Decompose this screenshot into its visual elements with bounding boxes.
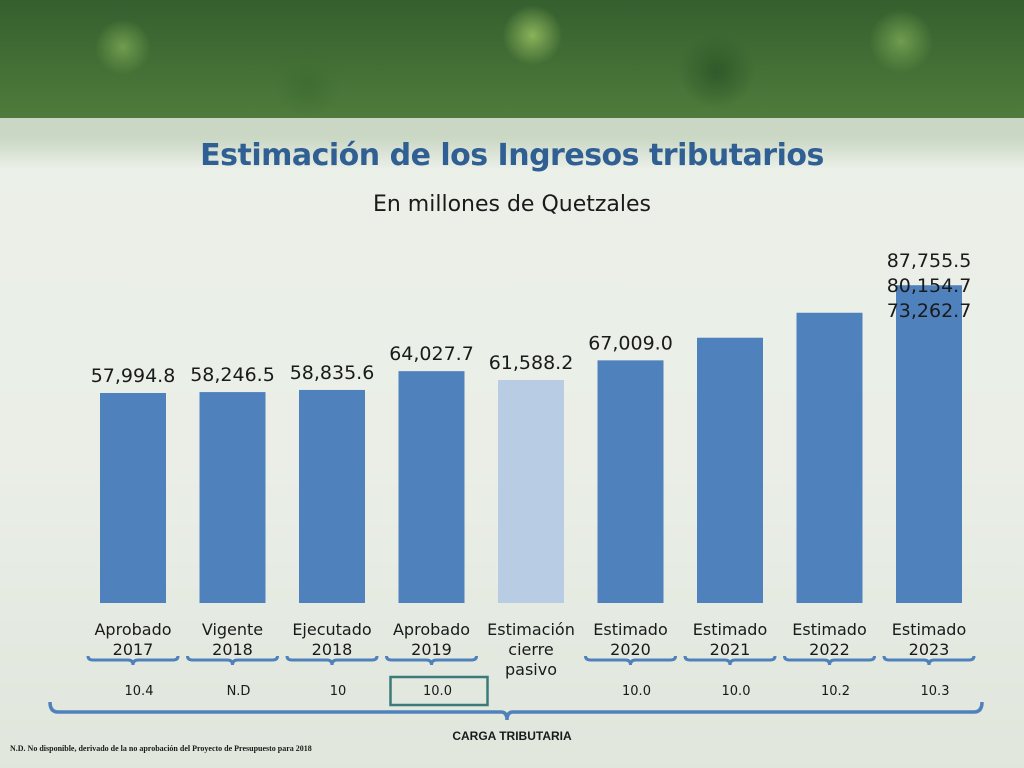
value-label: 64,027.7 (389, 343, 474, 365)
category-bracket (385, 655, 478, 666)
tax-burden-label: CARGA TRIBUTARIA (452, 729, 572, 743)
category-label: 2023 (909, 640, 950, 659)
tax-burden-value: 10.0 (722, 684, 751, 699)
value-label: 58,835.6 (290, 362, 375, 384)
category-label: Vigente (202, 620, 263, 639)
category-label: pasivo (505, 660, 557, 679)
category-bracket (783, 655, 876, 666)
highlight-box (389, 675, 489, 707)
value-label: 73,262.7 (887, 300, 972, 322)
category-label: Ejecutado (292, 620, 371, 639)
category-label: 2019 (411, 640, 452, 659)
value-label: 87,755.5 (887, 250, 972, 272)
category-bracket (285, 655, 379, 666)
category-bracket (86, 655, 180, 666)
chart-subtitle: En millones de Quetzales (372, 192, 652, 217)
bar (498, 379, 564, 603)
category-label: 2020 (610, 640, 651, 659)
category-label: 2018 (212, 640, 253, 659)
bar (796, 312, 863, 603)
tax-burden-value: 10.2 (821, 684, 850, 699)
category-label: Aprobado (393, 620, 470, 639)
category-label: Estimado (693, 620, 768, 639)
category-label: 2021 (710, 640, 751, 659)
category-label: Estimación (487, 620, 575, 639)
bar (398, 371, 465, 603)
category-label: Aprobado (94, 620, 171, 639)
category-label: 2017 (113, 640, 154, 659)
bar (299, 389, 365, 603)
bar (597, 360, 664, 603)
tax-burden-value: 10.0 (423, 684, 452, 699)
footnote: N.D. No disponible, derivado de la no ap… (10, 744, 312, 753)
value-label: 57,994.8 (91, 365, 176, 387)
bar (896, 285, 962, 603)
tax-burden-value: 10.3 (921, 684, 950, 699)
category-bracket (186, 655, 279, 666)
category-bracket (683, 655, 777, 666)
bar (199, 392, 266, 603)
chart-title: Estimación de los Ingresos tributarios (200, 138, 824, 173)
forest-header-image (0, 0, 1024, 118)
category-label: 2022 (809, 640, 850, 659)
category-label: Estimado (792, 620, 867, 639)
category-label: 2018 (312, 640, 353, 659)
bar (100, 393, 166, 603)
value-label: 67,009.0 (588, 332, 673, 354)
category-label: cierre (508, 640, 553, 659)
value-label: 61,588.2 (489, 352, 574, 374)
category-label: Estimado (892, 620, 967, 639)
tax-burden-value: 10.0 (622, 684, 651, 699)
tax-burden-value: N.D (227, 684, 251, 699)
tax-burden-value: 10.4 (125, 684, 154, 699)
value-label: 80,154.7 (887, 275, 972, 297)
tax-burden-value: 10 (330, 684, 347, 699)
tax-burden-bracket (48, 701, 984, 721)
category-label: Estimado (593, 620, 668, 639)
value-label: 58,246.5 (190, 364, 275, 386)
bar (697, 337, 763, 603)
category-bracket (584, 655, 677, 666)
category-bracket (882, 655, 976, 666)
